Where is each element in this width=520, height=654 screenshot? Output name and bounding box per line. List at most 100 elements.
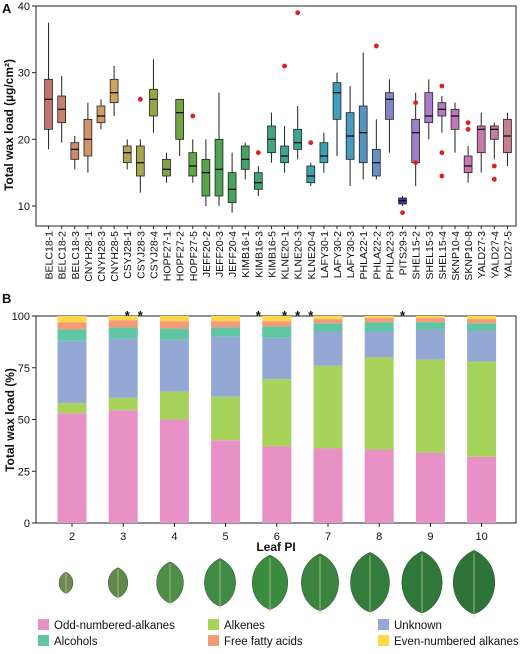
bar-segment-unknown [364,331,394,358]
box-body [385,92,394,120]
bar-segment-free-fatty-acids [415,318,445,323]
bar-segment-free-fatty-acids [159,321,189,329]
panel-b-xtick-label-1: 3 [120,531,126,543]
bar-segment-odd-numbered-alkanes [467,456,497,523]
box-HOPF27-5 [188,113,198,183]
panel-a-ytick-label-0: 10 [18,201,30,213]
legend-label: Free fatty acids [224,636,303,648]
bar-segment-free-fatty-acids [57,322,87,330]
stacked-bar-9 [415,316,445,523]
box-CSYJ28-4 [149,59,158,133]
panel-a-xtick-label-13: JEFF20-3 [214,231,226,277]
bar-segment-free-fatty-acids [313,319,343,324]
panel-a-frame [35,5,517,227]
box-body [319,142,329,164]
panel-b-xtick-label-4: 6 [274,531,280,543]
outlier-point-1 [465,120,471,126]
box-PHLA22-2 [371,43,381,180]
leaf-images [58,550,495,618]
panel-a-ytick-label-2: 30 [18,68,30,80]
bar-segment-unknown [262,337,292,380]
outlier-point-0 [295,10,301,16]
legend-item-even-numbered-alkanes: Even-numbered alkanes [378,635,519,648]
box-KLNE20-4 [306,140,316,186]
bar-segment-unknown [313,331,343,366]
box-CSYJ28-3 [135,96,145,193]
legend-label: Odd-numbered-alkanes [54,620,175,632]
panel-a-xtick-label-22: LAFY30-2 [332,231,344,278]
bar-segment-alkenes [159,391,189,420]
panel-a-xtick-label-10: HOPF27-2 [175,231,187,281]
box-body [109,78,119,104]
legend-item-alcohols: Alcohols [38,635,98,648]
legend: Odd-numbered-alkanes Alkenes Unknown Alcoho… [38,619,519,648]
box-HOPF27-2 [175,98,185,156]
panel-b-ylabel: Total wax load (%) [3,368,17,472]
outlier-point-0 [308,140,314,146]
box-SKNP10-4 [450,102,460,153]
panel-a-xtick-label-24: PHLA22-1 [358,231,370,280]
panel-a-xtick-label-30: SHEL15-4 [437,231,449,280]
box-SHEL15-3 [424,79,434,140]
panel-a-xtick-label-35: YALD27-5 [502,231,514,279]
bar-segment-free-fatty-acids [364,318,394,323]
bar-segment-alkenes [313,365,343,449]
box-LAFY30-3 [345,86,355,186]
box-body [463,155,473,174]
box-SKNP10-8 [463,120,473,183]
bar-segment-unknown [415,329,445,360]
bar-segment-alcohols [108,327,138,339]
outlier-point-0 [439,83,445,89]
box-CSYJ28-1 [122,139,132,170]
panel-a-xtick-label-14: JEFF20-4 [227,231,239,277]
bar-segment-odd-numbered-alkanes [364,449,394,523]
panel-b-xtick-label-0: 2 [69,531,75,543]
outlier-point-0 [282,63,287,69]
box-body [149,88,158,117]
panel-a-xtick-label-28: SHEL15-2 [411,231,423,280]
stacked-bar-4 [159,316,189,523]
bar-segment-unknown [467,330,497,362]
panel-a-ytick-label-3: 40 [18,1,30,13]
panel-b-ytick-label-4: 100 [12,311,30,323]
panel-a-plot: 10 20 30 40 BELC18-1 BELC18-2 BELC18-3 CNYH28-1… [18,1,517,323]
panel-a-ylabel: Total wax load (µg/cm²) [2,59,16,191]
box-body [175,98,185,140]
legend-label: Unknown [394,620,442,632]
panel-b-xtick-label-2: 4 [171,531,177,543]
panel-a-xtick-label-32: SKNP10-8 [463,231,475,281]
panel-a-xtick-label-11: HOPF27-5 [188,231,200,281]
stacked-bar-3 [108,316,138,523]
box-body [306,165,316,184]
panel-a-xtick-label-1: BELC18-2 [57,231,69,280]
box-body [253,172,263,190]
bar-segment-even-numbered-alkanes [57,316,87,323]
panel-b-ytick-label-0: 0 [24,518,30,530]
panel-a-xtick-label-19: KLNE20-3 [293,231,305,280]
bar-segment-even-numbered-alkanes [159,316,189,322]
bar-segment-alkenes [467,361,497,457]
leaf-icon-4 [204,558,236,609]
box-body [44,78,53,130]
legend-label: Alkenes [224,620,265,632]
box-body [332,82,342,120]
panel-b-xlabel: Leaf PI [256,540,295,554]
legend-swatch [378,635,389,646]
panel-a-label: A [2,1,12,16]
legend-swatch [38,619,49,630]
legend-swatch [208,635,219,646]
panel-b-ytick-label-1: 25 [18,466,30,478]
panel-a-xtick-label-20: KLNE20-4 [306,231,318,280]
box-PHLA22-3 [385,79,394,153]
box-body [240,145,250,170]
outlier-point-1 [491,176,497,182]
bar-segment-free-fatty-acids [467,319,497,324]
panel-a-xtick-label-12: JEFF20-2 [201,231,213,277]
box-KIMB16-1 [240,142,250,180]
bar-segment-alcohols [467,323,497,331]
box-body [70,142,80,160]
outlier-point-0 [413,160,419,166]
legend-item-unknown: Unknown [378,619,442,632]
legend-swatch [378,619,389,630]
outlier-point-0 [137,96,143,102]
